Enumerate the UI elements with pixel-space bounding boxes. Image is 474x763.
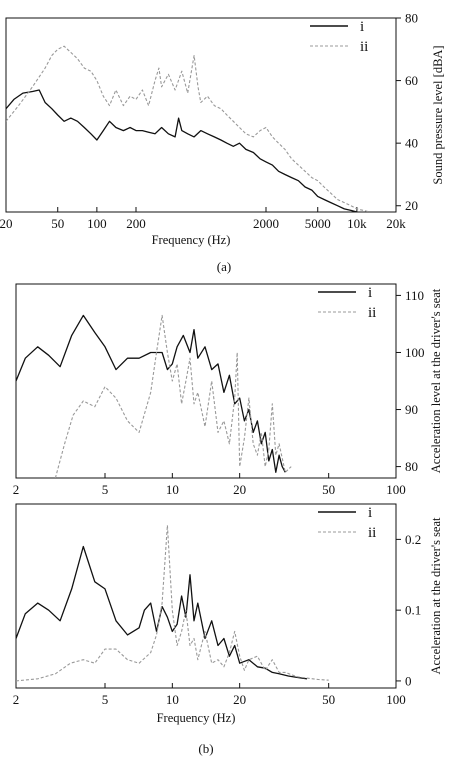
legend-label-i: i	[368, 505, 372, 521]
y-tick-label: 110	[405, 288, 424, 303]
plot-frame	[15, 503, 397, 689]
caption-b: (b)	[198, 741, 213, 756]
legend-label-ii: ii	[360, 39, 368, 55]
series-line-ii	[16, 524, 329, 682]
x-tick-label: 5000	[305, 216, 331, 231]
plot-frame	[15, 283, 397, 479]
x-tick-label: 2	[13, 482, 20, 497]
x-tick-label: 20	[0, 216, 13, 231]
x-axis-label: Frequency (Hz)	[152, 233, 231, 247]
y-tick-label: 80	[405, 11, 418, 26]
series-group	[16, 314, 292, 478]
series-group	[16, 524, 329, 682]
y-tick-label: 80	[405, 459, 418, 474]
caption-a: (a)	[217, 259, 231, 274]
y-axis-label: Sound pressure level [dBA]	[431, 45, 445, 184]
legend-label-i: i	[368, 285, 372, 301]
y-tick-label: 60	[405, 73, 418, 88]
x-tick-label: 200	[126, 216, 146, 231]
y-tick-label: 0.1	[405, 603, 421, 618]
y-tick-label: 40	[405, 136, 418, 151]
x-tick-label: 100	[386, 482, 406, 497]
x-tick-label: 20	[233, 692, 246, 707]
legend-label-ii: ii	[368, 525, 376, 541]
x-tick-label: 5	[102, 482, 109, 497]
x-tick-label: 50	[322, 482, 335, 497]
plot-frame	[5, 17, 397, 213]
y-tick-label: 0	[405, 673, 412, 688]
x-tick-label: 10	[166, 692, 179, 707]
series-line-ii	[6, 45, 370, 212]
y-axis-label: Acceleration at the driver's seat	[429, 517, 443, 675]
x-tick-label: 2	[13, 692, 20, 707]
y-tick-label: 0.2	[405, 532, 421, 547]
x-tick-label: 100	[87, 216, 107, 231]
series-line-i	[16, 314, 286, 473]
x-tick-label: 50	[51, 216, 64, 231]
series-line-i	[16, 545, 308, 680]
x-axis-label: Frequency (Hz)	[157, 711, 236, 725]
legend-label-ii: ii	[368, 305, 376, 321]
x-tick-label: 20k	[386, 216, 406, 231]
y-tick-label: 100	[405, 345, 425, 360]
series-group	[6, 45, 370, 212]
legend-label-i: i	[360, 19, 364, 35]
x-tick-label: 100	[386, 692, 406, 707]
x-tick-label: 10	[166, 482, 179, 497]
series-line-i	[6, 89, 358, 212]
y-tick-label: 20	[405, 198, 418, 213]
y-tick-label: 90	[405, 402, 418, 417]
y-axis-label: Acceleration level at the driver's seat	[429, 288, 443, 473]
panel-a: 20 50 100 200 2000 5000 10k 20k20406080iiiFrequ…	[0, 11, 445, 248]
series-line-ii	[54, 314, 292, 478]
x-tick-label: 50	[322, 692, 335, 707]
x-tick-label: 2000	[253, 216, 279, 231]
x-tick-label: 5	[102, 692, 109, 707]
x-tick-label: 10k	[347, 216, 367, 231]
x-tick-label: 20	[233, 482, 246, 497]
